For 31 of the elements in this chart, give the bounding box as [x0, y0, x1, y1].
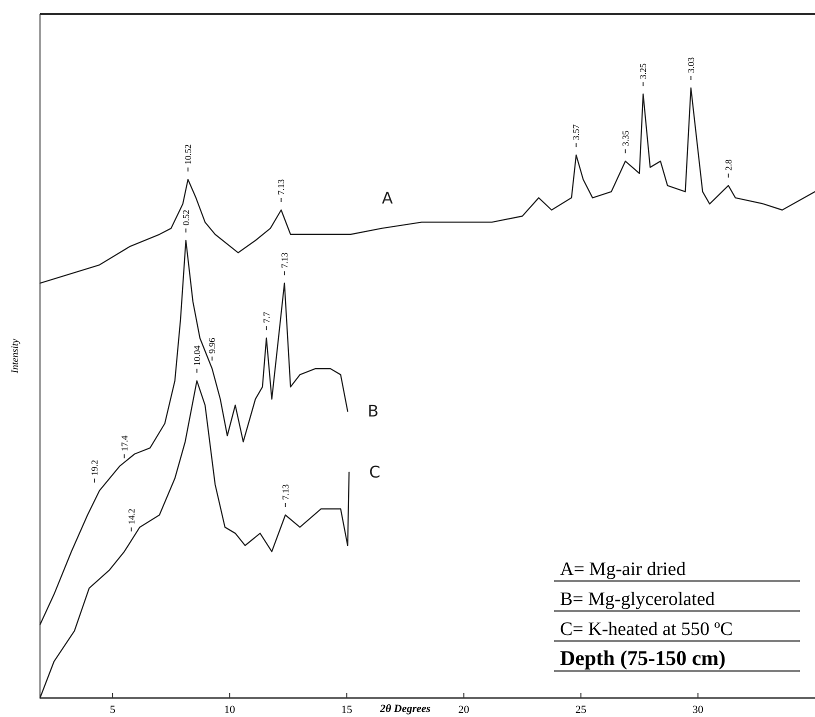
annotation: A= Mg-air dried	[560, 559, 686, 580]
annotation: 3.57	[571, 124, 582, 140]
annotation: 3.35	[620, 130, 630, 146]
annotation: 3.25	[638, 62, 648, 80]
annotation: 7.13	[276, 178, 286, 195]
annotation: 10.04	[192, 345, 202, 366]
x-tick-label: 5	[110, 704, 116, 716]
y-axis-title: Intensity	[10, 338, 21, 374]
annotation: 7.7	[261, 311, 272, 324]
annotation: 9.96	[207, 337, 218, 354]
x-tick-label: 15	[341, 704, 353, 716]
x-axis-title: 2θ Degrees	[378, 703, 431, 715]
x-tick-label: 30	[692, 704, 704, 716]
series-label: C	[369, 462, 380, 482]
annotation: 10.52	[182, 144, 193, 164]
annotation: 7.13	[279, 252, 290, 268]
annotation: 2.8	[723, 158, 734, 171]
x-tick-label: 25	[575, 704, 587, 716]
annotation: B= Mg-glycerolated	[560, 589, 716, 610]
x-tick-label: 20	[458, 704, 470, 716]
annotation: 17.4	[119, 434, 130, 452]
annotation: 14.2	[126, 508, 136, 524]
annotation: C= K-heated at 550 ºC	[560, 619, 733, 640]
annotation: Depth (75-150 cm)	[560, 646, 726, 670]
series-label: B	[368, 401, 379, 420]
annotation: 3.03	[686, 56, 696, 73]
annotation: 19.2	[90, 460, 100, 476]
annotation: 0.52	[180, 210, 191, 226]
x-tick-label: 10	[224, 704, 236, 716]
series-label: A	[382, 188, 393, 208]
annotation: 7.13	[280, 484, 290, 500]
